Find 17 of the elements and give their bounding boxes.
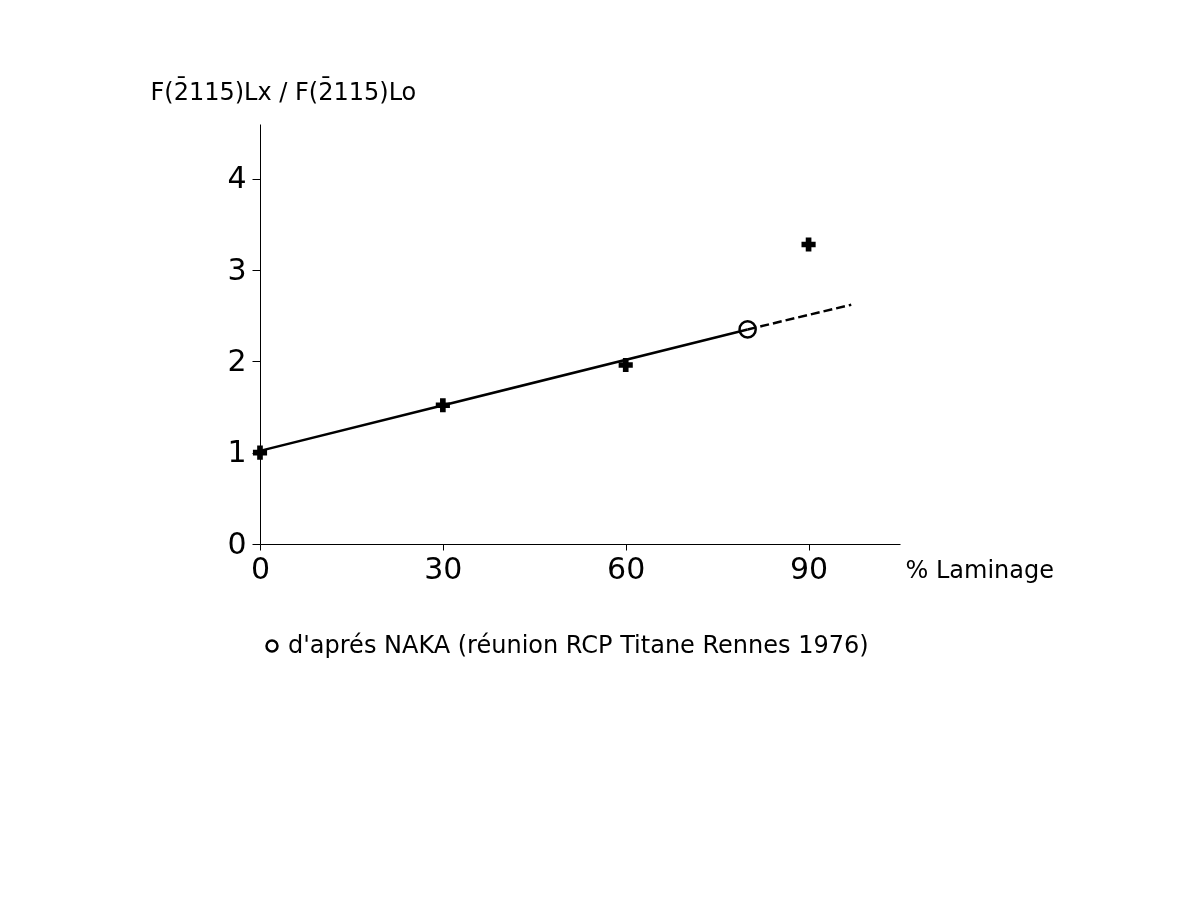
x-tick-label: 90 [789,550,829,586]
y-tick-label: 3 [227,251,247,287]
y-tick-label: 4 [227,160,247,196]
y-axis-title: F(2̄115)Lx / F(2̄115)Lo [150,76,417,106]
x-tick-label: 0 [250,550,271,586]
x-axis-title: % Laminage [905,555,1054,584]
point [618,357,633,373]
point [738,320,757,339]
x-tick-label: 30 [424,550,463,586]
y-tick-label: 2 [227,342,247,378]
y-tick-label: 1 [227,434,247,470]
point [435,398,450,413]
legend-label: d'aprés NAKA (réunion RCP Titane Rennes 1976) [288,631,869,659]
y-tick-label: 0 [227,525,247,561]
point [252,445,268,460]
point [801,237,816,252]
x-tick-label: 60 [607,550,646,586]
